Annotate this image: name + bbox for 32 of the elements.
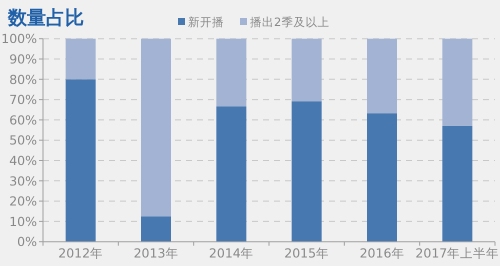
bar bbox=[292, 38, 322, 102]
y-tick-label: 100% bbox=[1, 31, 38, 46]
bar bbox=[141, 38, 171, 216]
y-tick-label: 10% bbox=[9, 214, 38, 229]
x-tick-label: 2014年 bbox=[208, 246, 254, 261]
x-tick-label: 2016年 bbox=[360, 246, 404, 261]
y-tick-label: 90% bbox=[9, 52, 38, 66]
x-tick-label: 2012年 bbox=[58, 246, 104, 261]
chart-title: 数量占比 bbox=[7, 7, 84, 29]
y-tick-label: 50% bbox=[9, 132, 38, 148]
bar bbox=[442, 38, 472, 126]
bar bbox=[141, 216, 171, 242]
bar bbox=[442, 126, 472, 242]
legend-label: 播出2季及以上 bbox=[250, 15, 330, 29]
bar bbox=[66, 38, 96, 80]
y-tick-label: 80% bbox=[9, 72, 38, 87]
x-tick-label: 2017年上半年 bbox=[415, 246, 500, 261]
bar bbox=[367, 38, 397, 114]
y-tick-label: 0% bbox=[17, 234, 38, 250]
x-tick-label: 2015年 bbox=[284, 246, 330, 261]
legend-label: 新开播 bbox=[188, 15, 224, 29]
bar bbox=[367, 113, 397, 242]
bar bbox=[292, 101, 322, 242]
x-tick-label: 2013年 bbox=[134, 246, 178, 261]
y-tick-label: 30% bbox=[9, 173, 38, 188]
y-tick-label: 60% bbox=[9, 112, 38, 128]
y-tick-label: 20% bbox=[9, 194, 38, 209]
bar bbox=[216, 106, 246, 242]
y-tick-label: 40% bbox=[9, 153, 38, 168]
y-tick-label: 70% bbox=[9, 92, 38, 108]
bar bbox=[66, 79, 96, 242]
bar bbox=[216, 38, 246, 106]
